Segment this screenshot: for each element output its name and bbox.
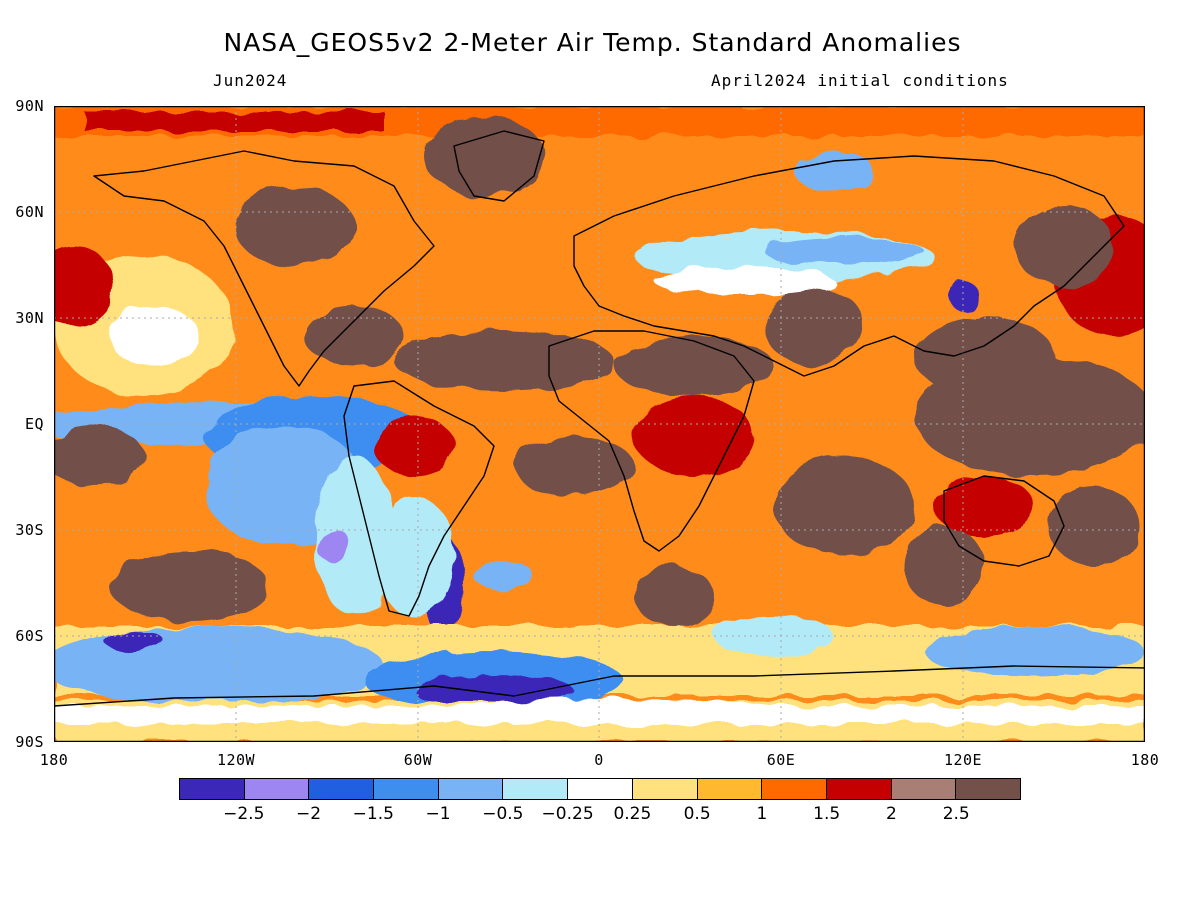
colorbar-label: 0.25 <box>613 804 652 824</box>
lat-label-60s: 60S <box>15 627 44 645</box>
lon-label-60w: 60W <box>403 751 433 769</box>
colorbar-label: 2.5 <box>942 804 970 824</box>
anomaly-map <box>54 106 1145 742</box>
lon-label-120w: 120W <box>216 751 256 769</box>
colorbar-label: −0.5 <box>482 804 524 824</box>
forecast-month: Jun2024 <box>213 71 288 90</box>
map-frame <box>54 106 1145 742</box>
colorbar-swatch <box>632 779 698 799</box>
lon-label-180w: 180 <box>39 751 69 769</box>
lat-label-60n: 60N <box>15 203 44 221</box>
colorbar-swatch <box>503 779 569 799</box>
colorbar-swatch <box>180 779 245 799</box>
lat-label-30s: 30S <box>15 521 44 539</box>
australia-outline <box>943 475 1065 567</box>
colorbar-swatch <box>826 779 892 799</box>
colorbar-label: −1 <box>425 804 451 824</box>
lon-label-0: 0 <box>594 751 604 769</box>
colorbar-swatch <box>891 779 957 799</box>
north-america-outline <box>93 150 435 387</box>
lon-label-60e: 60E <box>766 751 796 769</box>
lat-label-90s: 90S <box>15 733 44 751</box>
graticule <box>54 106 1145 742</box>
lat-label-30n: 30N <box>15 309 44 327</box>
antarctica-outline <box>54 665 1145 707</box>
colorbar-swatch <box>568 779 633 799</box>
colorbar-label: 1.5 <box>813 804 841 824</box>
colorbar-swatch <box>244 779 310 799</box>
anomaly-map-canvas <box>54 106 1145 742</box>
coastlines <box>54 130 1145 707</box>
colorbar-label: 0.5 <box>683 804 711 824</box>
colorbar-swatch <box>438 779 504 799</box>
colorbar-label: −2.5 <box>223 804 265 824</box>
colorbar-label: 1 <box>756 804 768 824</box>
colorbar-label: −0.25 <box>541 804 594 824</box>
lat-label-90n: 90N <box>15 97 44 115</box>
colorbar-label: −1.5 <box>352 804 394 824</box>
greenland-outline <box>453 130 545 202</box>
colorbar <box>179 778 1021 800</box>
chart-title: NASA_GEOS5v2 2-Meter Air Temp. Standard … <box>223 28 962 57</box>
colorbar-swatch <box>374 779 439 799</box>
lon-label-120e: 120E <box>943 751 983 769</box>
eurasia-outline <box>573 155 1125 377</box>
lat-label-eq: EQ <box>24 415 44 433</box>
lon-label-180e: 180 <box>1130 751 1160 769</box>
colorbar-label: 2 <box>886 804 897 824</box>
colorbar-swatch <box>697 779 763 799</box>
africa-outline <box>548 330 755 552</box>
south-america-outline <box>343 380 495 617</box>
colorbar-swatch <box>309 779 375 799</box>
colorbar-label: −2 <box>296 804 322 824</box>
colorbar-swatch <box>956 779 1020 799</box>
initial-conditions: April2024 initial conditions <box>711 71 1009 90</box>
colorbar-swatch <box>762 779 827 799</box>
